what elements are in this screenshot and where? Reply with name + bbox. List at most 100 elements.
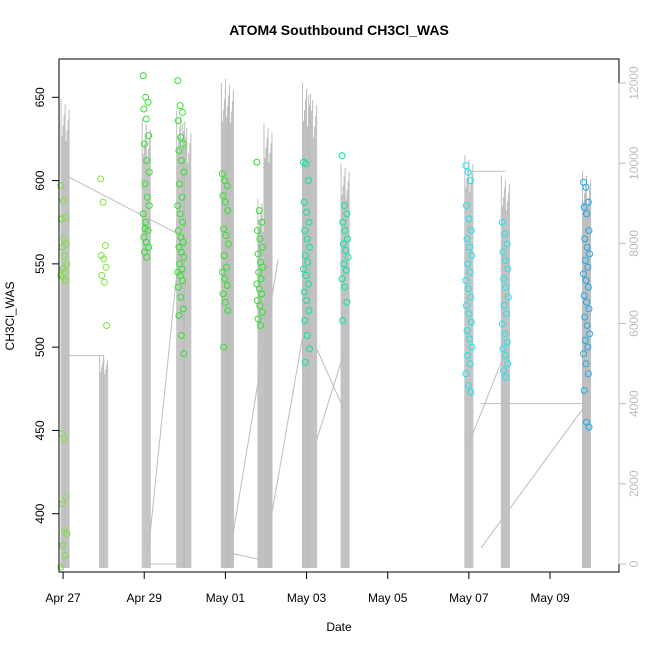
data-point (303, 297, 311, 305)
data-point (581, 235, 589, 243)
data-point (256, 235, 264, 243)
data-point (462, 202, 470, 210)
data-point (219, 192, 227, 200)
data-point (141, 225, 149, 233)
data-point (145, 202, 153, 210)
data-point (62, 277, 70, 285)
data-point (62, 213, 70, 221)
data-point (338, 152, 346, 160)
data-point (580, 292, 588, 300)
data-point (177, 157, 185, 165)
data-point (584, 370, 592, 378)
data-point (468, 343, 476, 351)
data-point (142, 218, 150, 226)
altitude-track-segment (64, 174, 181, 236)
data-point (145, 132, 153, 140)
data-point (62, 240, 70, 248)
data-point (218, 170, 226, 178)
data-point (306, 345, 314, 353)
data-point (464, 260, 472, 268)
altitude-track-segment (312, 339, 344, 408)
data-point (177, 331, 185, 339)
data-point (504, 360, 512, 368)
data-point (101, 242, 109, 250)
data-point (255, 207, 263, 215)
data-point (585, 423, 593, 431)
data-point (254, 315, 262, 323)
altitude-track-segment (316, 355, 344, 440)
data-point (501, 330, 509, 338)
data-point (583, 243, 591, 251)
y-axis-label: CH3Cl_WAS (3, 282, 17, 351)
data-point (176, 180, 184, 188)
data-point (102, 263, 110, 271)
data-point (499, 345, 507, 353)
data-point (256, 302, 264, 310)
x-tick-label: Apr 27 (45, 591, 81, 605)
data-point (306, 243, 314, 251)
data-point (180, 168, 188, 176)
data-point (57, 182, 65, 190)
data-point (464, 381, 472, 389)
data-point (145, 243, 153, 251)
data-point (140, 105, 148, 113)
data-point (143, 193, 151, 201)
data-point (502, 373, 510, 381)
data-point (220, 343, 228, 351)
secondary-tick-label: 6000 (627, 310, 641, 337)
data-point (466, 268, 474, 276)
data-point (341, 227, 349, 235)
data-point (57, 563, 65, 571)
data-point (97, 175, 105, 183)
data-point (465, 335, 473, 343)
data-point (142, 115, 150, 123)
data-point (338, 275, 346, 283)
data-point (500, 366, 508, 374)
x-tick-label: May 09 (530, 591, 570, 605)
data-point (584, 198, 592, 206)
altitude-track-segment (480, 403, 587, 549)
data-point (174, 77, 182, 85)
altitude-layer (60, 79, 592, 568)
secondary-tick-label: 12000 (627, 66, 641, 100)
data-point (256, 321, 264, 329)
data-point (342, 247, 350, 255)
data-point (582, 183, 590, 191)
data-point (221, 298, 229, 306)
data-point (464, 168, 472, 176)
data-point (581, 257, 589, 265)
data-point (98, 272, 106, 280)
data-point (223, 182, 231, 190)
data-point (586, 330, 594, 338)
data-point (140, 140, 148, 148)
data-point (584, 343, 592, 351)
x-tick-label: May 01 (206, 591, 246, 605)
data-point (339, 218, 347, 226)
secondary-tick-label: 2000 (627, 470, 641, 497)
data-point (61, 551, 69, 559)
data-point (179, 238, 187, 246)
data-point (583, 321, 591, 329)
data-point (223, 263, 231, 271)
data-point (585, 305, 593, 313)
data-point (178, 193, 186, 201)
data-point (504, 265, 512, 273)
data-point (503, 310, 511, 318)
data-point (253, 227, 261, 235)
x-tick-label: May 07 (449, 591, 489, 605)
secondary-tick-label: 10000 (627, 146, 641, 180)
data-point (258, 218, 266, 226)
data-point (467, 388, 475, 396)
data-point (305, 218, 313, 226)
data-point (467, 293, 475, 301)
data-point (300, 288, 308, 296)
data-point (180, 350, 188, 358)
y-tick-label: 500 (33, 337, 47, 357)
data-point (145, 168, 153, 176)
data-point (499, 248, 507, 256)
data-point (300, 198, 308, 206)
data-point (177, 293, 185, 301)
y-tick-label: 650 (33, 87, 47, 107)
data-point (580, 350, 588, 358)
altitude-track-segment (468, 351, 506, 444)
